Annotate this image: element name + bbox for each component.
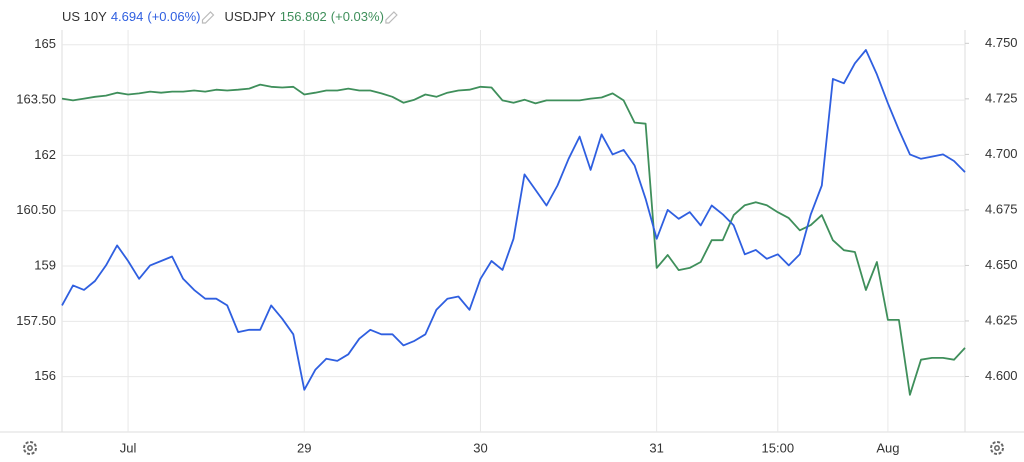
y2-tick-label: 4.750 xyxy=(985,35,1018,50)
y2-tick-label: 4.700 xyxy=(985,146,1018,161)
legend-change: (+0.06%) xyxy=(147,9,200,24)
edit-icon[interactable] xyxy=(201,11,215,24)
gear-icon[interactable] xyxy=(990,441,1004,455)
legend-last: 156.802 xyxy=(280,9,327,24)
gear-hub[interactable] xyxy=(994,445,1000,451)
x-tick-label: Jul xyxy=(120,440,137,455)
legend-entry: USDJPY 156.802 (+0.03%) xyxy=(224,9,383,24)
settings-left[interactable] xyxy=(23,441,37,455)
x-tick-label: 31 xyxy=(649,440,663,455)
y-tick-label: 162 xyxy=(34,147,56,162)
y2-tick-label: 4.625 xyxy=(985,312,1018,327)
y-tick-label: 159 xyxy=(34,257,56,272)
legend-name: USDJPY xyxy=(224,9,276,24)
legend-last: 4.694 xyxy=(111,9,144,24)
legend: US 10Y 4.694 (+0.06%) USDJPY 156.802 (+0.03%) xyxy=(62,9,398,24)
x-tick-label: 30 xyxy=(473,440,487,455)
gear-hub[interactable] xyxy=(27,445,33,451)
y2-tick-label: 4.650 xyxy=(985,257,1018,272)
edit-icon[interactable] xyxy=(385,11,398,24)
x-tick-label: Aug xyxy=(876,440,899,455)
series-line xyxy=(61,83,966,396)
y-tick-label: 165 xyxy=(34,36,56,51)
series-line xyxy=(61,49,966,391)
y2-tick-label: 4.725 xyxy=(985,90,1018,105)
y-tick-label: 157.50 xyxy=(16,313,56,328)
x-tick-label: 29 xyxy=(297,440,311,455)
settings-right[interactable] xyxy=(990,441,1004,455)
y-tick-label: 156 xyxy=(34,368,56,383)
gear-icon[interactable] xyxy=(23,441,37,455)
legend-change: (+0.03%) xyxy=(331,9,384,24)
y2-tick-label: 4.600 xyxy=(985,368,1018,383)
legend-name: US 10Y xyxy=(62,9,107,24)
y2-tick-label: 4.675 xyxy=(985,201,1018,216)
y-tick-label: 163.50 xyxy=(16,92,56,107)
legend-entry: US 10Y 4.694 (+0.06%) xyxy=(62,9,200,24)
y-tick-label: 160.50 xyxy=(16,202,56,217)
x-tick-label: 15:00 xyxy=(762,440,795,455)
